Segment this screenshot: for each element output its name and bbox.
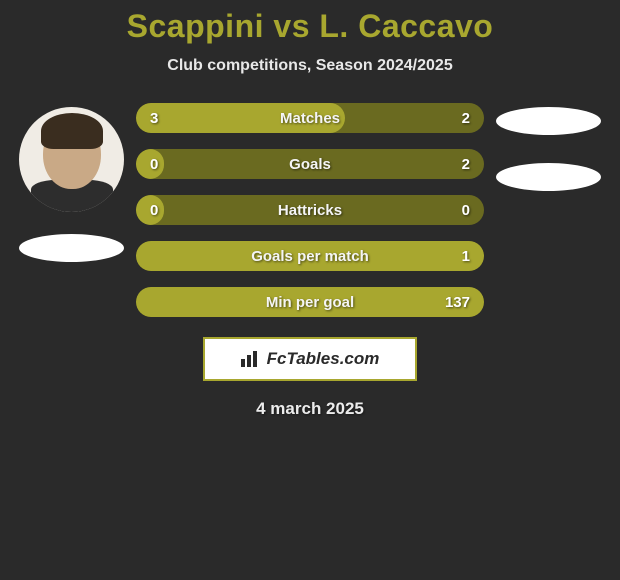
player-right-column [496,103,601,191]
stats-column: 3Matches20Goals20Hattricks0Goals per mat… [136,103,484,317]
player-left-avatar [19,107,124,212]
page-title: Scappini vs L. Caccavo [0,8,620,45]
brand-text: FcTables.com [267,349,380,369]
main-row: 3Matches20Goals20Hattricks0Goals per mat… [0,103,620,317]
stat-row: 0Goals2 [136,149,484,179]
stat-right-value: 1 [424,248,484,265]
stat-right-value: 0 [424,202,484,219]
stat-label: Hattricks [196,202,424,219]
avatar-hair [41,113,103,149]
stat-right-value: 137 [424,294,484,311]
stat-label: Goals per match [196,248,424,265]
stat-label: Goals [196,156,424,173]
stat-label: Min per goal [196,294,424,311]
subtitle: Club competitions, Season 2024/2025 [0,57,620,75]
stat-right-value: 2 [424,110,484,127]
player-left-column [19,103,124,262]
player-right-pill-1 [496,107,601,135]
bar-chart-icon [241,351,261,367]
footer: FcTables.com 4 march 2025 [0,337,620,419]
comparison-widget: Scappini vs L. Caccavo Club competitions… [0,0,620,419]
player-left-name-pill [19,234,124,262]
stat-label: Matches [196,110,424,127]
stat-row: 3Matches2 [136,103,484,133]
stat-row: Min per goal137 [136,287,484,317]
brand-box[interactable]: FcTables.com [203,337,417,381]
stat-left-value: 0 [136,202,196,219]
player-right-pill-2 [496,163,601,191]
stat-left-value: 3 [136,110,196,127]
stat-row: 0Hattricks0 [136,195,484,225]
stat-row: Goals per match1 [136,241,484,271]
date-text: 4 march 2025 [256,399,364,419]
stat-right-value: 2 [424,156,484,173]
stat-left-value: 0 [136,156,196,173]
